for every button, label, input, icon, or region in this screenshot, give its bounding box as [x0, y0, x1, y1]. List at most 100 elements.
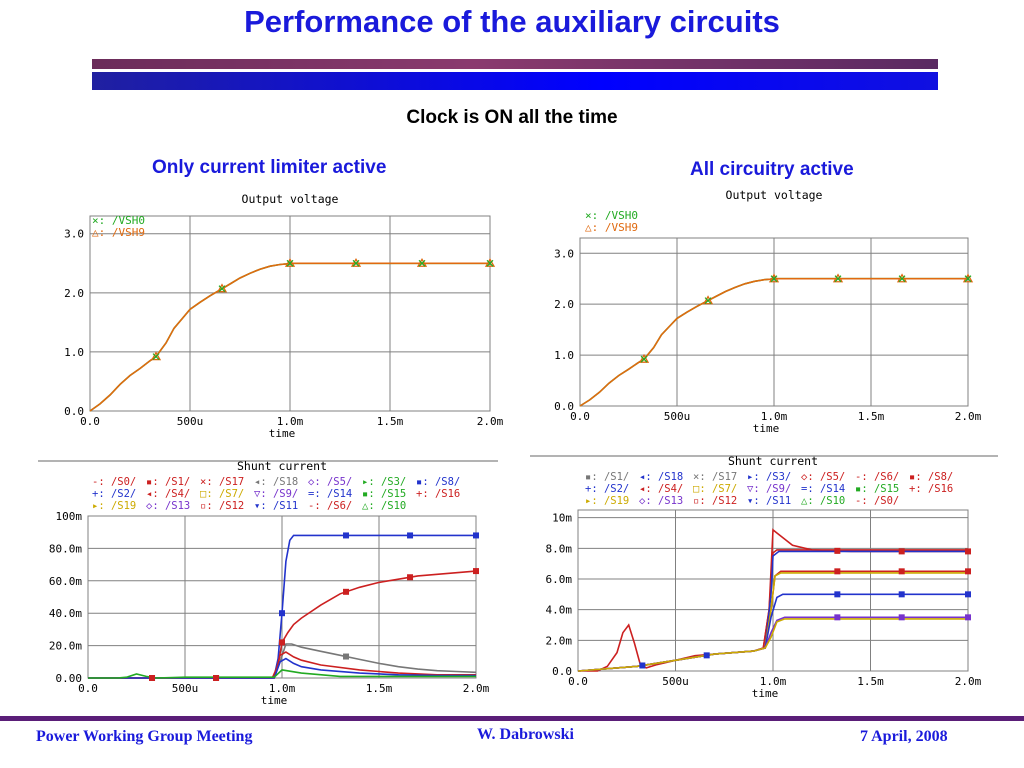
data-marker-x — [898, 275, 906, 283]
data-marker — [703, 652, 710, 659]
data-marker-x — [964, 275, 972, 283]
legend-entry: ▪: /S15 — [855, 483, 899, 495]
legend-entry: ▸: /S19 — [92, 500, 136, 512]
legend-entry: △: /VSH9 — [92, 226, 145, 239]
data-marker-triangle — [896, 273, 908, 283]
legend-entry: ▪: /S1/ — [146, 476, 190, 488]
chart-title: Output voltage — [242, 192, 339, 206]
data-marker-x — [152, 353, 160, 361]
x-tick-label: 2.0m — [463, 682, 490, 695]
legend-entry: ▾: /S11 — [747, 495, 791, 507]
x-tick-label: 0.0 — [78, 682, 98, 695]
data-marker — [834, 568, 841, 575]
y-tick-label: 0.0 — [64, 405, 84, 418]
x-tick-label: 2.0m — [955, 675, 982, 688]
legend-entry: ▾: /S11 — [254, 500, 298, 512]
y-tick-label: 3.0 — [64, 228, 84, 241]
chart-title: Shunt current — [237, 459, 327, 473]
left-voltage-chart: Output voltage 0.0 500u 1.0m 1.5m 2.0m time 0.0… — [64, 192, 503, 440]
series-line — [579, 277, 968, 407]
legend-entry: +: /S16 — [416, 488, 460, 500]
legend-entry: =: /S14 — [308, 488, 352, 500]
y-tick-label: 10m — [552, 512, 572, 525]
data-marker — [965, 591, 971, 598]
x-tick-label: 0.0 — [570, 410, 590, 423]
x-tick-label: 1.5m — [858, 410, 885, 423]
legend-entry: ◂: /S18 — [639, 471, 683, 483]
data-marker — [639, 662, 646, 669]
title-decor-bar-blue — [92, 72, 938, 90]
data-marker — [343, 532, 350, 539]
data-marker — [834, 591, 841, 598]
x-tick-label: 0.0 — [80, 415, 100, 428]
y-tick-label: 100m — [56, 510, 83, 523]
y-tick-label: 8.0m — [546, 542, 573, 555]
slide-subtitle: Clock is ON all the time — [406, 107, 618, 128]
data-marker — [834, 547, 841, 554]
data-marker — [965, 548, 971, 555]
data-marker-x — [352, 259, 360, 267]
data-marker-x — [418, 259, 426, 267]
x-tick-label: 500u — [662, 675, 689, 688]
data-marker-triangle — [416, 257, 428, 267]
legend-entry: -: /S6/ — [855, 471, 899, 483]
series-line — [89, 262, 490, 412]
y-tick-label: 0.00 — [56, 672, 83, 685]
series-line — [88, 669, 476, 679]
y-tick-label: 2.0 — [64, 287, 84, 300]
data-marker-x — [286, 259, 294, 267]
data-marker-x — [218, 285, 226, 293]
data-marker — [965, 568, 971, 575]
data-marker — [834, 614, 841, 621]
y-tick-label: 6.0m — [546, 573, 573, 586]
title-decor-bar-purple — [92, 59, 938, 69]
legend-entry: △: /S10 — [801, 495, 845, 507]
legend-entry: ◂: /S4/ — [146, 488, 190, 500]
legend-entry: ▪: /S8/ — [416, 476, 460, 488]
series-line — [88, 570, 477, 679]
series-line — [88, 657, 476, 679]
x-axis-label: time — [753, 422, 780, 435]
series-line — [88, 643, 477, 679]
x-tick-label: 1.5m — [857, 675, 884, 688]
legend-entry: △: /VSH9 — [585, 221, 638, 234]
data-marker — [407, 532, 414, 539]
y-tick-label: 1.0 — [554, 349, 574, 362]
legend-entry: ▪: /S1/ — [585, 471, 629, 483]
legend-entry: ×: /VSH0 — [585, 209, 638, 222]
data-marker-triangle — [216, 283, 228, 293]
data-marker — [898, 591, 905, 598]
data-marker-triangle — [638, 353, 650, 363]
y-tick-label: 1.0 — [64, 346, 84, 359]
legend-entry: □: /S7/ — [693, 483, 737, 495]
data-marker — [898, 614, 905, 621]
y-tick-label: 0.0 — [554, 400, 574, 413]
data-marker-x — [770, 275, 778, 283]
legend-entry: ▽: /S9/ — [747, 483, 791, 495]
legend-entry: ▸: /S3/ — [362, 476, 406, 488]
legend-entry: ◂: /S4/ — [639, 483, 683, 495]
x-axis-label: time — [269, 427, 296, 440]
legend-entry: ▸: /S19 — [585, 495, 629, 507]
legend-entry: ◇: /S5/ — [308, 476, 352, 488]
legend-entry: -: /S0/ — [855, 495, 899, 507]
data-marker-triangle — [702, 295, 714, 305]
data-marker — [898, 548, 905, 555]
y-tick-label: 3.0 — [554, 247, 574, 260]
data-marker — [473, 568, 479, 575]
legend-entry: ▪: /S15 — [362, 488, 406, 500]
y-tick-label: 40.0m — [49, 607, 82, 620]
series-line — [88, 651, 476, 679]
legend-entry: ▽: /S9/ — [254, 488, 298, 500]
legend-entry: -: /S6/ — [308, 500, 352, 512]
legend-entry: =: /S14 — [801, 483, 845, 495]
plots-canvas: Output voltage 0.0 500u 1.0m 1.5m 2.0m time 0.0… — [38, 188, 998, 707]
slide-title: Performance of the auxiliary circuits — [244, 4, 780, 39]
legend-entry: ×: /VSH0 — [92, 214, 145, 227]
legend-entry: +: /S2/ — [92, 488, 136, 500]
x-tick-label: 500u — [664, 410, 691, 423]
x-axis-label: time — [752, 687, 779, 700]
legend-entry: ▫: /S12 — [693, 495, 737, 507]
legend-entry: ◂: /S18 — [254, 476, 298, 488]
x-tick-label: 1.5m — [366, 682, 393, 695]
